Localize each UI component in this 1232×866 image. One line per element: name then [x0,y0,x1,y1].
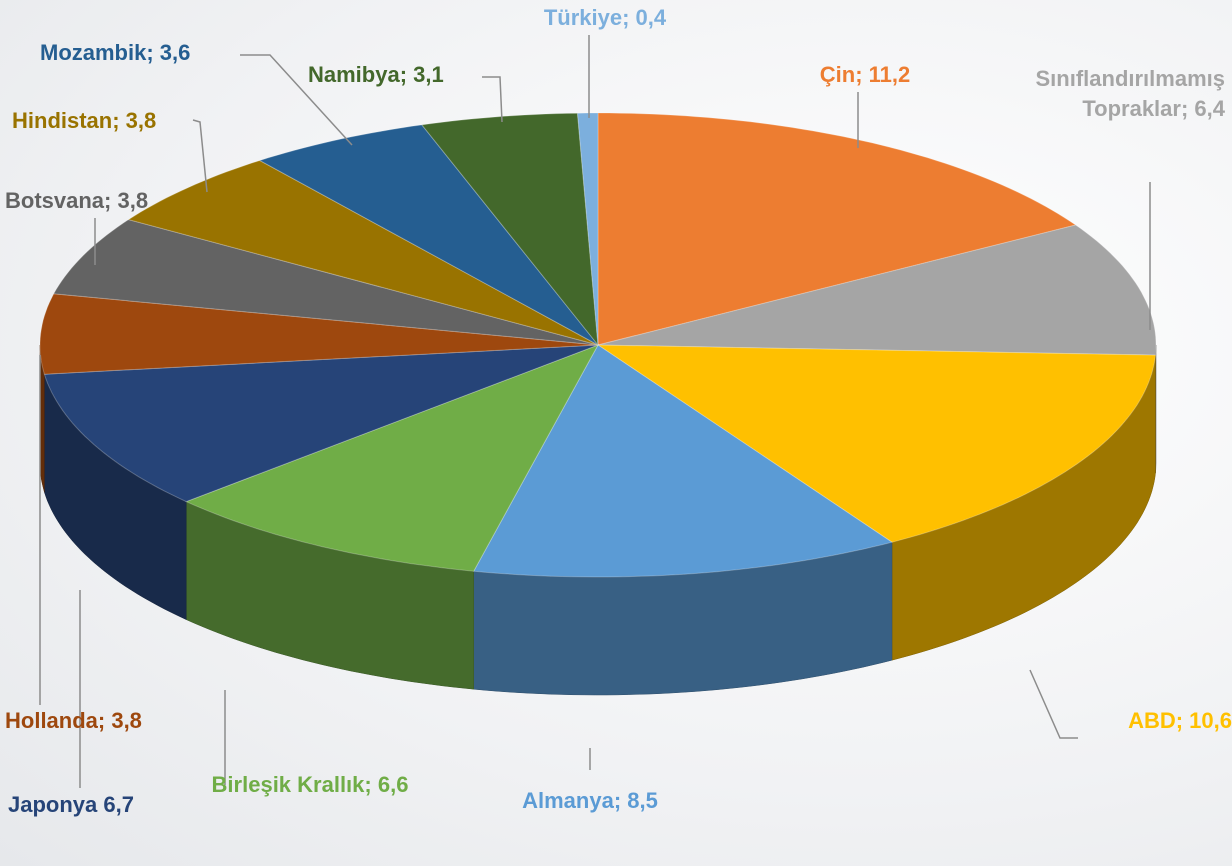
slice [127,159,599,346]
slice [576,112,599,346]
slice [596,344,1157,543]
data-label: Birleşik Krallık; 6,6 [211,772,409,797]
leader-line [482,76,503,123]
data-label: Botsvana; 3,8 [5,188,149,213]
data-label: Hollanda; 3,8 [5,708,142,733]
data-label: Çin; 11,2 [819,62,911,87]
leader-line [192,119,208,193]
slice [43,344,599,503]
slice [39,293,599,375]
leader-line [240,54,353,146]
data-label: Sınıflandırılmamış Topraklar; 6,4 [1035,66,1226,121]
leader-line [1029,669,1078,739]
data-label: Namibya; 3,1 [308,62,444,87]
slice [420,112,599,347]
slice [597,112,1077,346]
slice [597,224,1157,356]
data-label: Almanya; 8,5 [522,788,658,813]
data-label: Hindistan; 3,8 [12,108,157,133]
data-label: ABD; 10,6 [1128,708,1232,733]
data-label: Türkiye; 0,4 [543,5,667,30]
data-label: Japonya 6,7 [8,792,134,817]
slice [184,344,600,572]
slice [258,124,599,346]
slice [472,344,894,578]
data-label: Mozambik; 3,6 [40,40,191,65]
slice [52,219,599,346]
